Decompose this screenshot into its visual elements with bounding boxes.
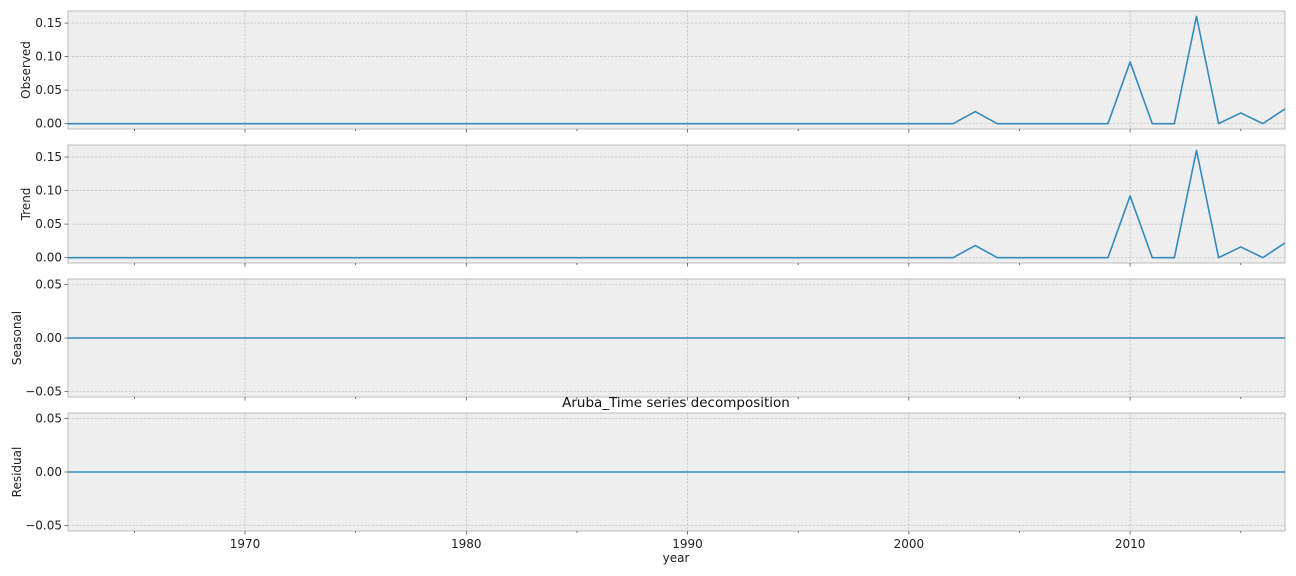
y-tick-label: 0.05 <box>35 277 62 291</box>
y-tick-label: 0.10 <box>35 50 62 64</box>
y-tick-label: 0.00 <box>35 251 62 265</box>
y-tick-label: 0.05 <box>35 217 62 231</box>
y-tick-label: 0.05 <box>35 83 62 97</box>
y-axis-label: Seasonal <box>10 311 24 365</box>
series-line-observed <box>68 15 1286 125</box>
y-tick-label: −0.05 <box>25 385 62 399</box>
panel-trend: 0.00 0.05 0.10 0.15 Trend <box>19 144 1286 267</box>
plot-area <box>67 144 1286 264</box>
plot-area <box>67 10 1286 130</box>
series-line-trend <box>68 149 1286 259</box>
x-axis-label: year <box>663 551 690 565</box>
y-tick-label: 0.10 <box>35 184 62 198</box>
y-tick-label: −0.05 <box>25 519 62 533</box>
x-tick-label: 1970 <box>230 537 261 551</box>
y-axis-label: Trend <box>19 188 33 222</box>
x-tick-label: 1990 <box>672 537 703 551</box>
x-tick-label: 2000 <box>894 537 925 551</box>
x-tick-label: 2010 <box>1115 537 1146 551</box>
y-tick-label: 0.00 <box>35 331 62 345</box>
y-tick-label: 0.15 <box>35 150 62 164</box>
y-tick-label: 0.05 <box>35 411 62 425</box>
panel-seasonal: 0.05 0.00 −0.05 Seasonal <box>10 277 1286 401</box>
y-axis-label: Observed <box>19 41 33 99</box>
panels-group: 0.000.050.100.15Observed0.000.050.100.15… <box>10 10 1286 551</box>
chart-title: Aruba_Time series decomposition <box>562 395 790 411</box>
y-axis-label: Residual <box>10 447 24 498</box>
y-tick-label: 0.00 <box>35 465 62 479</box>
x-tick-label: 1980 <box>451 537 482 551</box>
y-tick-label: 0.15 <box>35 16 62 30</box>
panel-residual: 0.05 0.00 −0.05 Residual <box>10 411 1286 535</box>
y-tick-label: 0.00 <box>35 117 62 131</box>
